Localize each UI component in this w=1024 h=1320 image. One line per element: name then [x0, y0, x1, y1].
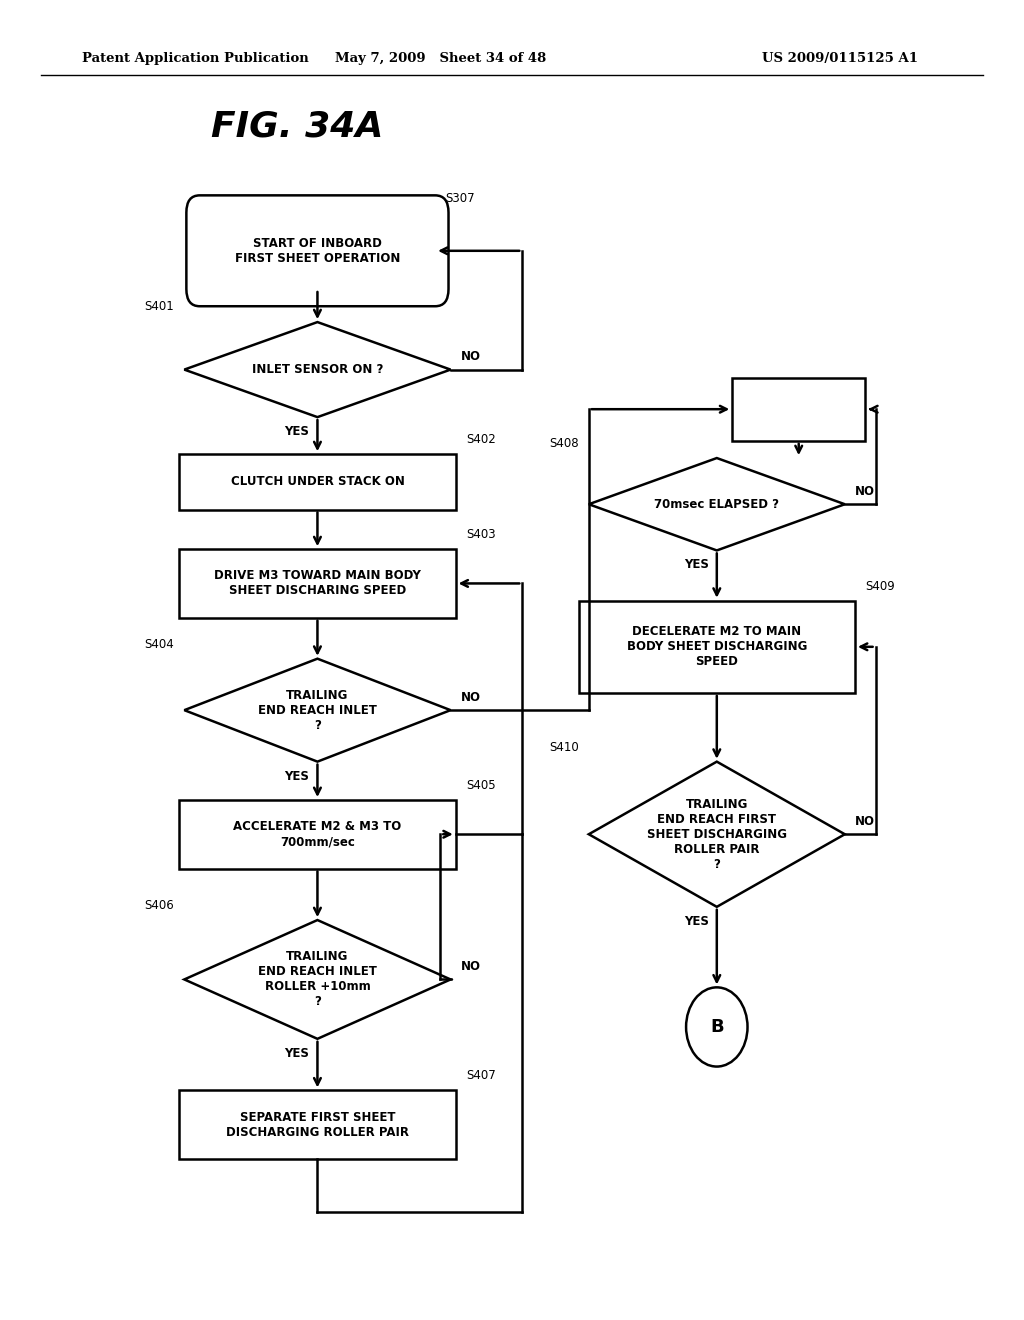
Bar [179, 454, 456, 510]
Text: DRIVE M3 TOWARD MAIN BODY
SHEET DISCHARING SPEED: DRIVE M3 TOWARD MAIN BODY SHEET DISCHARI… [214, 569, 421, 598]
Bar [179, 800, 456, 869]
Text: S406: S406 [144, 899, 174, 912]
Text: NO: NO [855, 484, 876, 498]
Text: YES: YES [285, 770, 309, 783]
Text: May 7, 2009   Sheet 34 of 48: May 7, 2009 Sheet 34 of 48 [335, 51, 546, 65]
Text: S404: S404 [144, 638, 174, 651]
Text: S410: S410 [549, 741, 579, 754]
Bar [179, 549, 456, 618]
Text: B: B [710, 1018, 724, 1036]
Text: TRAILING
END REACH INLET
?: TRAILING END REACH INLET ? [258, 689, 377, 731]
Text: S408: S408 [549, 437, 579, 450]
Text: S402: S402 [466, 433, 496, 446]
Bar [579, 601, 855, 693]
Polygon shape [184, 322, 451, 417]
Text: CLUTCH UNDER STACK ON: CLUTCH UNDER STACK ON [230, 475, 404, 488]
Polygon shape [589, 458, 845, 550]
Text: YES: YES [684, 915, 709, 928]
Text: INLET SENSOR ON ?: INLET SENSOR ON ? [252, 363, 383, 376]
Text: Patent Application Publication: Patent Application Publication [82, 51, 308, 65]
Bar [732, 378, 865, 441]
Text: SEPARATE FIRST SHEET
DISCHARGING ROLLER PAIR: SEPARATE FIRST SHEET DISCHARGING ROLLER … [226, 1110, 409, 1139]
Text: NO: NO [855, 814, 876, 828]
Text: NO: NO [461, 960, 481, 973]
Polygon shape [589, 762, 845, 907]
Text: S401: S401 [144, 300, 174, 313]
Text: NO: NO [461, 690, 481, 704]
Text: DECELERATE M2 TO MAIN
BODY SHEET DISCHARGING
SPEED: DECELERATE M2 TO MAIN BODY SHEET DISCHAR… [627, 626, 807, 668]
Text: START OF INBOARD
FIRST SHEET OPERATION: START OF INBOARD FIRST SHEET OPERATION [234, 236, 400, 265]
Bar [179, 1090, 456, 1159]
Text: S405: S405 [466, 779, 496, 792]
Polygon shape [184, 659, 451, 762]
Text: S403: S403 [466, 528, 496, 541]
Text: 70msec ELAPSED ?: 70msec ELAPSED ? [654, 498, 779, 511]
Polygon shape [184, 920, 451, 1039]
Text: S307: S307 [445, 191, 475, 205]
Text: US 2009/0115125 A1: US 2009/0115125 A1 [762, 51, 918, 65]
Text: S407: S407 [466, 1069, 496, 1082]
Text: NO: NO [461, 350, 481, 363]
Text: TRAILING
END REACH INLET
ROLLER +10mm
?: TRAILING END REACH INLET ROLLER +10mm ? [258, 950, 377, 1008]
Circle shape [686, 987, 748, 1067]
Text: S409: S409 [865, 579, 895, 593]
Text: YES: YES [684, 558, 709, 572]
Text: FIG. 34A: FIG. 34A [211, 110, 383, 144]
Text: YES: YES [285, 425, 309, 438]
Text: YES: YES [285, 1047, 309, 1060]
FancyBboxPatch shape [186, 195, 449, 306]
Text: ACCELERATE M2 & M3 TO
700mm/sec: ACCELERATE M2 & M3 TO 700mm/sec [233, 820, 401, 849]
Text: TRAILING
END REACH FIRST
SHEET DISCHARGING
ROLLER PAIR
?: TRAILING END REACH FIRST SHEET DISCHARGI… [647, 797, 786, 871]
